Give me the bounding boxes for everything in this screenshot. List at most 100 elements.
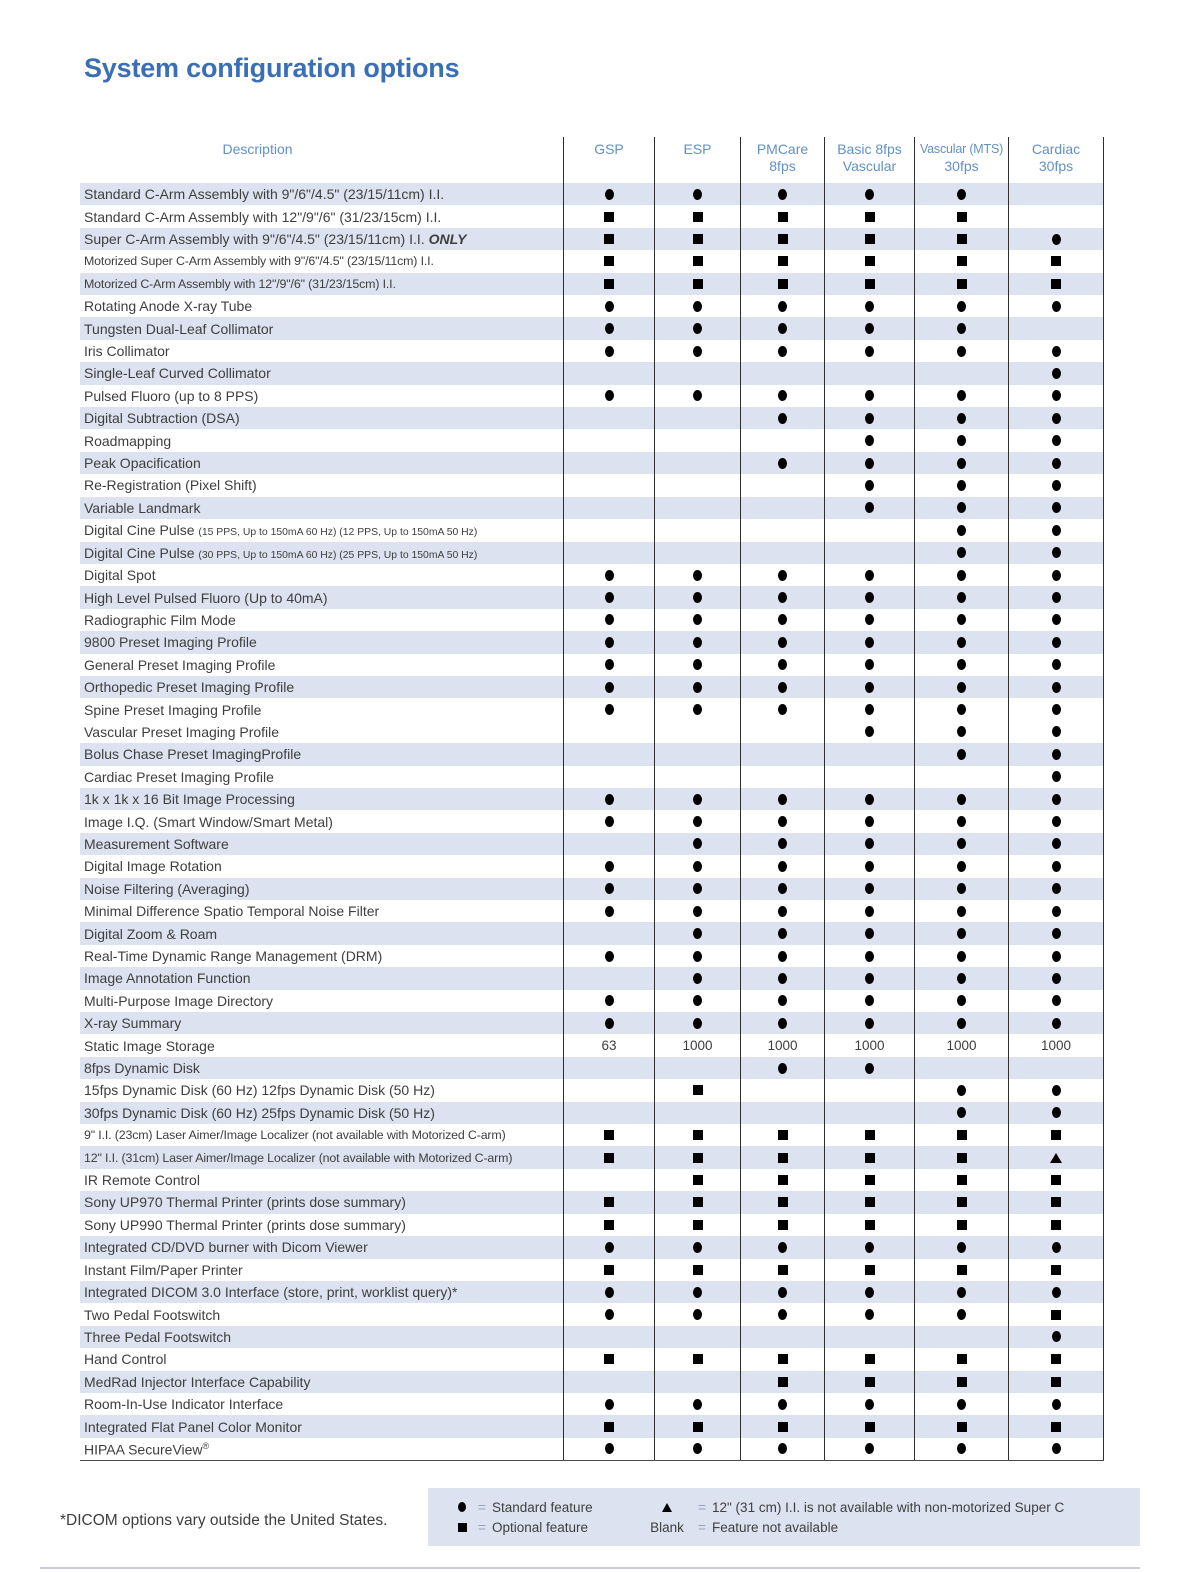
feature-cell: 1000 [654,1034,740,1057]
standard-feature-dot-icon [865,323,874,335]
feature-cell [1008,832,1104,856]
standard-feature-dot-icon [778,188,787,200]
standard-feature-dot-icon [865,838,874,850]
description-text: Roadmapping [84,432,172,449]
feature-cell [563,810,654,833]
standard-feature-dot-icon [778,457,787,469]
description-cell: Integrated DICOM 3.0 Interface (store, p… [80,1284,563,1300]
description-detail: (30 PPS, Up to 150mA 60 Hz) (25 PPS, Up … [198,549,478,561]
description-text: Vascular Preset Imaging Profile [84,723,280,740]
description-cell: Spine Preset Imaging Profile [80,702,563,718]
feature-cell [914,1012,1008,1035]
feature-cell [914,407,1008,430]
feature-cell [654,989,740,1013]
optional-feature-square-icon [1051,278,1061,289]
optional-feature-square-icon [956,1152,967,1163]
feature-cell [563,1258,654,1281]
standard-feature-dot-icon [957,860,966,872]
feature-cell [740,1348,824,1371]
standard-feature-dot-icon [693,1286,702,1298]
feature-cell [1008,1415,1104,1438]
description-text: Hand Control [84,1351,167,1368]
description-text: Pulsed Fluoro (up to 8 PPS) [84,387,259,404]
standard-feature-dot-icon [957,905,966,917]
feature-cell [824,1168,914,1192]
optional-feature-square-icon [604,1264,614,1275]
optional-feature-square-icon [864,256,875,267]
feature-cell [740,1124,824,1147]
table-row: Integrated DICOM 3.0 Interface (store, p… [80,1280,1104,1304]
feature-cell [824,1236,914,1259]
optional-feature-square-icon [692,211,703,222]
feature-cell [563,1280,654,1304]
standard-feature-dot-icon [778,390,787,402]
optional-feature-square-icon [692,278,703,289]
feature-cell [824,631,914,654]
feature-cell [1008,1258,1104,1281]
table-row: Static Image Storage 63 1000 1000 1000 1000 10… [80,1034,1104,1057]
table-row: Digital Zoom & Roam [80,922,1104,945]
feature-cell [914,1280,1008,1304]
standard-feature-dot-icon [957,838,966,850]
feature-cell [563,205,654,228]
standard-feature-dot-icon [957,681,966,693]
standard-feature-dot-icon [865,1241,874,1253]
feature-cell [914,631,1008,654]
page-title: System configuration options [84,53,460,83]
standard-feature-dot-icon [604,1309,614,1321]
standard-feature-dot-icon [1051,972,1061,984]
feature-cell [563,855,654,878]
feature-cell [824,944,914,968]
feature-cell [1008,429,1104,452]
feature-cell [654,653,740,676]
standard-feature-dot-icon [1051,950,1061,962]
standard-feature-dot-icon [778,704,787,716]
description-cell: Three Pedal Footswitch [80,1329,563,1345]
feature-cell [1008,1325,1104,1349]
standard-feature-dot-icon [1051,479,1061,491]
optional-feature-square-icon [604,1152,614,1163]
standard-feature-dot-icon [778,793,787,805]
feature-cell [654,1213,740,1237]
feature-cell [563,698,654,721]
feature-cell: 1000 [824,1034,914,1057]
feature-cell [563,407,654,430]
table-row: Vascular Preset Imaging Profile [80,720,1104,744]
standard-feature-dot-icon [957,569,966,581]
feature-cell [1008,1392,1104,1416]
feature-cell [914,295,1008,318]
table-row: Tungsten Dual-Leaf Collimator [80,317,1104,340]
feature-cell [914,1325,1008,1349]
description-text: High Level Pulsed Fluoro (Up to 40mA) [84,589,328,606]
storage-count: 1000 [946,1038,977,1054]
table-row: Digital Spot [80,563,1104,587]
table-row: Cardiac Preset Imaging Profile [80,765,1104,788]
legend-optional-square-icon [457,1522,467,1532]
standard-feature-dot-icon [865,816,874,828]
feature-cell [1008,227,1104,251]
feature-cell [824,1280,914,1304]
description-cell: 1k x 1k x 16 Bit Image Processing [80,791,563,807]
description-cell: Re-Registration (Pixel Shift) [80,477,563,493]
optional-feature-square-icon [956,278,967,289]
description-text: Digital Cine Pulse [84,522,199,539]
optional-feature-square-icon [956,1197,967,1208]
standard-feature-dot-icon [957,345,966,357]
standard-feature-dot-icon [693,659,702,671]
feature-cell [1008,1012,1104,1035]
feature-cell [824,496,914,520]
description-cell: Room-In-Use Indicator Interface [80,1396,563,1412]
table-row: Sony UP990 Thermal Printer (prints dose … [80,1213,1104,1237]
column-header-label: Vascular [842,158,897,174]
table-row: Radiographic Film Mode [80,608,1104,632]
description-text: Integrated CD/DVD burner with Dicom View… [84,1239,368,1256]
description-detail: (15 PPS, Up to 150mA 60 Hz) (12 PPS, Up … [198,527,478,539]
description-text: Orthopedic Preset Imaging Profile [84,679,295,696]
standard-feature-dot-icon [957,1443,966,1455]
feature-cell [740,586,824,609]
optional-feature-square-icon [604,1130,614,1141]
feature-cell [1008,810,1104,833]
feature-cell [1008,608,1104,632]
description-cell: 9800 Preset Imaging Profile [80,634,563,650]
description-text: 12" I.I. (31cm) Laser Aimer/Image Locali… [84,1150,513,1165]
